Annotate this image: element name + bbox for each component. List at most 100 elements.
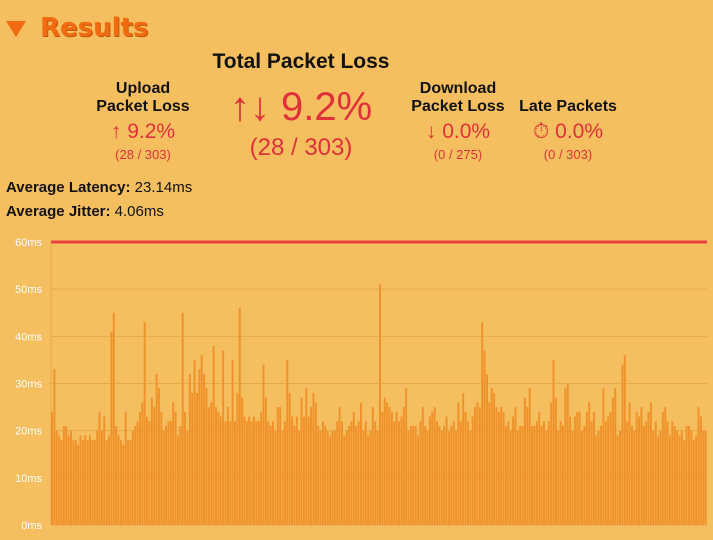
latency-bar: [450, 425, 453, 525]
latency-bar: [379, 284, 381, 525]
latency-bar: [300, 397, 303, 525]
latency-bar: [409, 425, 412, 525]
latency-bar: [222, 350, 225, 525]
latency-bar: [305, 388, 308, 525]
latency-bar: [53, 369, 56, 525]
latency-bar: [110, 331, 113, 525]
latency-bar: [193, 359, 196, 525]
latency-bar: [286, 359, 289, 525]
latency-bar: [345, 430, 348, 525]
latency-bar: [115, 425, 118, 525]
latency-bar: [143, 322, 146, 525]
latency-bar: [243, 416, 246, 525]
upload-packet-loss: Upload Packet Loss ↑ 9.2% (28 / 303): [90, 80, 196, 162]
latency-bar: [554, 397, 557, 525]
latency-bar: [298, 430, 301, 525]
latency-bar: [388, 407, 391, 525]
latency-bar: [438, 425, 441, 525]
latency-bar: [262, 364, 265, 525]
latency-bar: [179, 425, 182, 525]
latency-bar: [447, 430, 450, 525]
latency-bar: [60, 440, 63, 525]
latency-bar: [91, 440, 94, 525]
latency-bar: [138, 411, 141, 525]
latency-bar: [195, 392, 198, 525]
latency-bar: [585, 411, 588, 525]
latency-bar: [169, 421, 172, 525]
latency-bar: [490, 388, 493, 525]
latency-bar: [295, 416, 298, 525]
latency-bar: [497, 411, 500, 525]
latency-bar: [683, 440, 686, 525]
collapse-triangle-icon[interactable]: [6, 21, 26, 37]
upload-loss-detail: (28 / 303): [115, 147, 171, 162]
results-header[interactable]: Results: [6, 12, 148, 44]
latency-bar: [150, 397, 153, 525]
latency-bar: [690, 430, 693, 525]
latency-bar: [141, 402, 144, 525]
latency-bar: [236, 392, 239, 525]
latency-bar: [521, 425, 524, 525]
latency-bar: [419, 421, 422, 525]
latency-bar: [127, 440, 130, 525]
latency-bar: [359, 402, 362, 525]
latency-bar: [250, 421, 253, 525]
latency-bar: [633, 430, 636, 525]
latency-bar: [621, 364, 624, 525]
latency-bar: [702, 430, 705, 525]
latency-bar: [205, 388, 208, 525]
latency-bar: [445, 416, 448, 525]
latency-bar: [652, 430, 655, 525]
latency-bar: [350, 421, 353, 525]
latency-bar: [352, 411, 355, 525]
latency-bar: [668, 435, 671, 525]
latency-bar: [431, 411, 434, 525]
latency-bar: [597, 430, 600, 525]
latency-bar: [516, 430, 519, 525]
average-jitter-value: 4.06ms: [114, 203, 164, 220]
latency-bar: [129, 440, 132, 525]
latency-bar: [131, 430, 134, 525]
latency-bar: [321, 421, 324, 525]
latency-bar: [592, 411, 595, 525]
latency-chart: 0ms 10ms 20ms 30ms 40ms 50ms 60ms: [15, 237, 707, 532]
latency-bar: [562, 425, 564, 525]
latency-bar: [507, 421, 510, 525]
latency-bar: [326, 430, 329, 525]
latency-bar: [654, 421, 657, 525]
latency-bar: [564, 388, 567, 525]
latency-bar: [661, 411, 664, 525]
latency-bar: [676, 430, 679, 525]
latency-bar: [405, 388, 408, 525]
latency-bar: [666, 421, 669, 525]
latency-bar: [699, 416, 702, 525]
latency-bar: [485, 374, 488, 525]
latency-bar: [407, 430, 410, 525]
latency-bar: [51, 411, 53, 525]
latency-bar: [440, 430, 443, 525]
latency-bar: [333, 430, 336, 525]
latency-bar: [103, 416, 106, 525]
latency-bar: [191, 392, 194, 525]
latency-bar: [457, 402, 460, 525]
latency-bar: [531, 425, 534, 525]
latency-bar: [98, 411, 101, 525]
latency-bar: [581, 430, 584, 525]
late-packets-label: Late Packets: [519, 98, 617, 115]
latency-bar: [89, 435, 92, 525]
latency-bar: [226, 407, 229, 525]
latency-bar: [557, 430, 560, 525]
latency-bar: [535, 421, 538, 525]
latency-bar: [393, 421, 396, 525]
latency-bar: [673, 425, 676, 525]
latency-bar: [462, 392, 465, 525]
latency-bar: [386, 402, 389, 525]
latency-bar: [215, 407, 217, 525]
latency-bar: [635, 411, 638, 525]
latency-bar: [595, 435, 598, 525]
late-packets-detail: (0 / 303): [543, 147, 593, 162]
latency-bar: [509, 430, 512, 525]
latency-bar: [578, 411, 581, 525]
latency-bar: [219, 416, 222, 525]
latency-bar: [65, 425, 68, 525]
